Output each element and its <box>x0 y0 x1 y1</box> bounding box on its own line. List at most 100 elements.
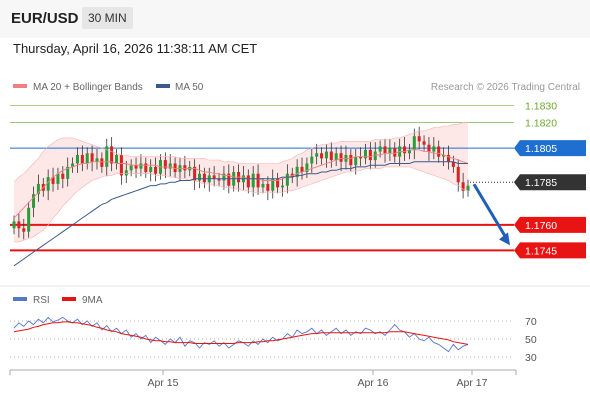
candle-body <box>261 183 265 188</box>
rsi-tick-label: 50 <box>525 334 537 346</box>
candle-body <box>403 146 407 154</box>
candle-body <box>46 177 50 191</box>
candle-body <box>66 166 70 179</box>
level-label-1-1830: 1.1830 <box>525 101 557 113</box>
legend-label-ma50: MA 50 <box>175 82 204 93</box>
candle-body <box>115 154 119 164</box>
candle-body <box>100 158 104 167</box>
candle-body <box>61 173 65 179</box>
candle-body <box>17 221 21 229</box>
candle-body <box>22 228 26 232</box>
candle-body <box>32 194 36 208</box>
candle-body <box>90 153 94 162</box>
candle-body <box>246 175 250 188</box>
candle-body <box>197 173 202 181</box>
datetime-label: Thursday, April 16, 2026 11:38:11 AM CET <box>13 41 258 56</box>
candle-body <box>407 149 411 154</box>
candle-body <box>193 166 197 181</box>
candle-body <box>461 182 465 191</box>
candle-body <box>334 153 338 161</box>
candle-body <box>12 221 16 229</box>
legend-label-rsi: RSI <box>33 295 50 306</box>
legend-label-ma20: MA 20 + Bollinger Bands <box>33 82 143 93</box>
candle-body <box>168 163 172 169</box>
legend-swatch-ma20 <box>13 84 27 88</box>
candle-body <box>202 173 206 183</box>
candle-body <box>349 154 353 166</box>
level-tag-shape <box>514 242 586 259</box>
level-tag-text: 1.1760 <box>525 220 557 232</box>
candle-body <box>359 156 363 159</box>
candle-body <box>139 163 143 169</box>
candle-body <box>51 177 55 184</box>
level-tag-shape <box>514 174 586 191</box>
level-tag-text: 1.1745 <box>525 245 557 257</box>
legend-label-9ma: 9MA <box>82 295 103 306</box>
candle-body <box>71 163 75 167</box>
level-label-1-1745: 1.1745 <box>514 242 586 259</box>
candle-body <box>324 151 328 159</box>
symbol-label: EUR/USD <box>11 10 79 27</box>
candle-body <box>276 178 280 188</box>
candle-body <box>388 148 392 154</box>
candle-body <box>163 160 167 169</box>
candle-body <box>368 149 372 161</box>
candle-body <box>75 154 79 164</box>
candle-body <box>417 136 421 142</box>
candle-body <box>285 173 289 186</box>
timeframe-badge[interactable]: 30 MIN <box>82 7 133 29</box>
forecast-arrow <box>472 183 510 246</box>
level-label-1-1785: 1.1785 <box>514 174 586 191</box>
rsi-panel: 70 50 30 <box>10 316 537 364</box>
legend-swatch-9ma <box>62 297 76 301</box>
candle-body <box>266 183 270 191</box>
candle-body <box>217 178 221 181</box>
level-tag-shape <box>514 216 586 233</box>
forecast-arrow-head <box>499 232 510 246</box>
level-tag-text: 1.1830 <box>525 101 557 113</box>
chart-header: EUR/USD 30 MIN <box>0 0 590 38</box>
ma20-line <box>13 149 469 219</box>
price-level-labels: 1.1830 1.1820 1.1805 1.1785 1.1760 1.1745 <box>514 101 586 259</box>
level-tag-shape <box>514 140 586 157</box>
copyright-label: Research © 2026 Trading Central <box>431 82 580 93</box>
candle-body <box>329 151 333 161</box>
x-tick-label: Apr 15 <box>148 377 179 389</box>
candle-body <box>305 163 309 173</box>
candle-body <box>36 183 40 195</box>
candle-body <box>80 154 84 164</box>
candle-body <box>56 173 60 184</box>
candle-body <box>144 163 148 173</box>
candle-body <box>173 163 177 173</box>
legend-swatch-rsi <box>13 297 27 301</box>
candle-body <box>442 154 446 157</box>
bollinger-band-fill <box>14 122 468 242</box>
forecast-arrow-shaft <box>472 183 509 241</box>
candle-body <box>378 146 382 152</box>
candle-body <box>310 156 314 164</box>
candle-body <box>85 153 89 164</box>
candle-body <box>412 136 416 150</box>
candle-body <box>354 156 358 166</box>
rsi-ma9-line <box>13 321 469 345</box>
candle-body <box>183 165 187 171</box>
candle-body <box>256 173 260 188</box>
bb-upper-line <box>13 122 468 183</box>
candle-body <box>280 185 285 188</box>
candle-body <box>271 178 275 191</box>
rsi-tick-label: 30 <box>525 352 537 364</box>
candle-body <box>227 173 231 186</box>
candle-body <box>427 144 431 152</box>
candle-body <box>383 146 387 154</box>
candle-body <box>129 165 133 171</box>
candle-body <box>110 146 114 164</box>
candle-body <box>339 153 343 162</box>
candle-body <box>437 146 441 157</box>
candle-body <box>456 166 460 183</box>
candle-body <box>432 146 436 152</box>
legend-swatch-ma50 <box>156 84 170 88</box>
level-tag-text: 1.1785 <box>525 177 557 189</box>
candle-body <box>315 153 319 157</box>
level-label-1-1820: 1.1820 <box>525 118 557 130</box>
